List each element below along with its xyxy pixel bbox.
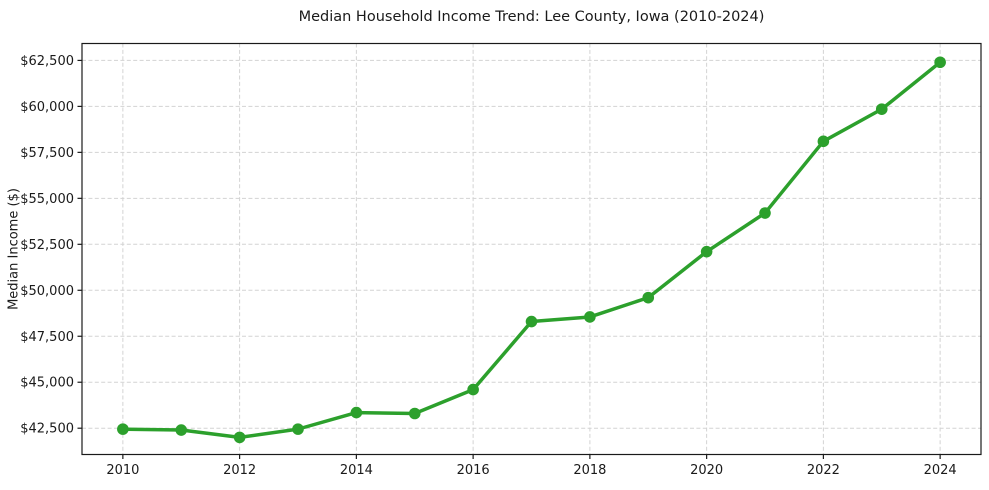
data-point-2016 bbox=[467, 383, 479, 396]
data-point-2013 bbox=[292, 423, 304, 435]
x-tick-label: 2022 bbox=[807, 463, 840, 478]
x-tick-label: 2018 bbox=[573, 463, 606, 478]
chart-title: Median Household Income Trend: Lee Count… bbox=[298, 9, 765, 25]
data-point-2017 bbox=[525, 315, 538, 328]
y-tick-label: $60,000 bbox=[20, 100, 74, 115]
data-point-2019 bbox=[642, 291, 655, 304]
plot-border bbox=[81, 42, 982, 456]
data-point-2022 bbox=[817, 135, 830, 148]
x-tick-label: 2012 bbox=[223, 463, 256, 478]
data-point-2021 bbox=[759, 207, 771, 219]
y-tick-label: $45,000 bbox=[20, 376, 74, 391]
data-point-2018 bbox=[584, 311, 596, 323]
y-tick-label: $42,500 bbox=[20, 422, 74, 437]
data-point-2023 bbox=[875, 103, 888, 115]
trend-line bbox=[121, 60, 942, 440]
data-point-2014 bbox=[350, 406, 363, 419]
x-tick-label: 2014 bbox=[340, 463, 373, 478]
y-tick-label: $55,000 bbox=[20, 192, 74, 207]
y-tick-label: $52,500 bbox=[20, 238, 74, 253]
y-tick-label: $62,500 bbox=[20, 54, 74, 69]
x-tick-label: 2024 bbox=[924, 463, 957, 478]
y-tick-label: $57,500 bbox=[20, 146, 74, 161]
y-tick-label: $47,500 bbox=[20, 330, 74, 345]
data-point-2024 bbox=[934, 56, 946, 69]
x-tick-label: 2016 bbox=[457, 463, 490, 478]
data-point-2020 bbox=[700, 245, 713, 258]
data-point-2015 bbox=[408, 407, 421, 420]
data-point-2011 bbox=[175, 424, 188, 436]
data-point-2010 bbox=[117, 423, 129, 435]
x-tick-label: 2010 bbox=[106, 463, 139, 478]
y-tick-label: $50,000 bbox=[20, 284, 74, 299]
y-axis-label: Median Income ($) bbox=[6, 188, 22, 310]
x-tick-label: 2020 bbox=[690, 463, 723, 478]
data-point-2012 bbox=[233, 431, 246, 444]
